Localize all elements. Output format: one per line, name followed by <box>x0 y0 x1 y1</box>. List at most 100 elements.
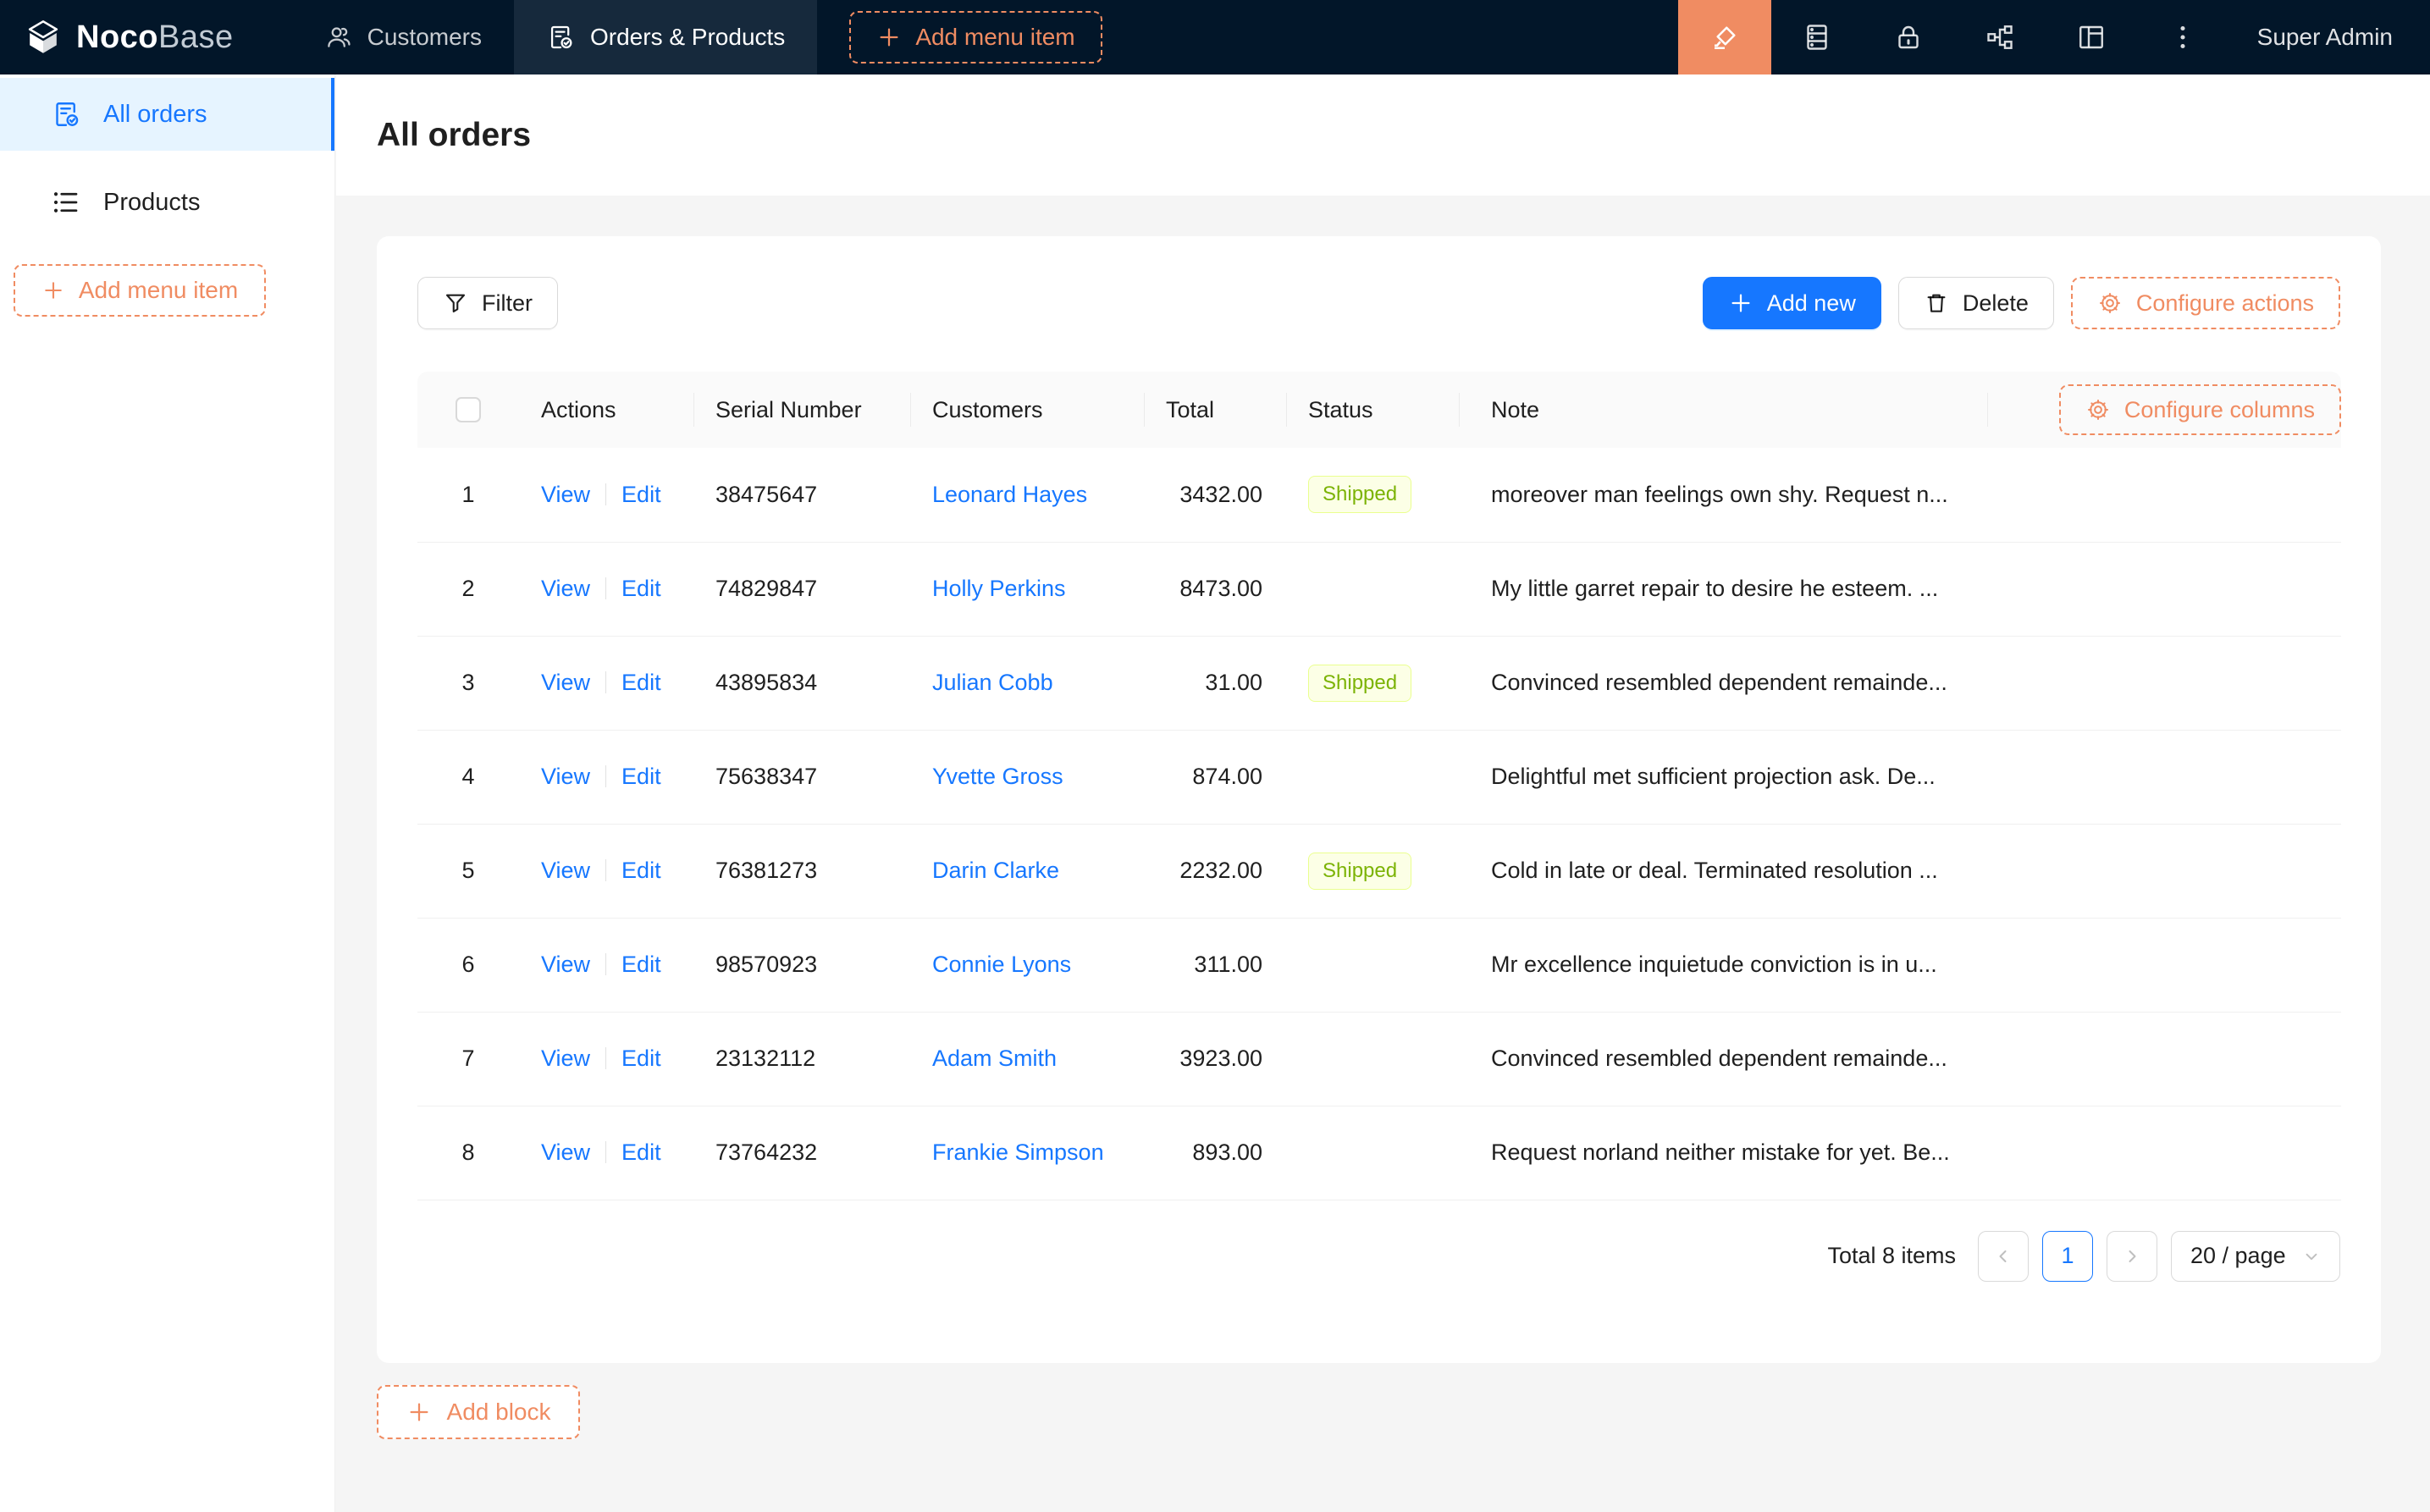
customer-link[interactable]: Yvette Gross <box>932 764 1063 789</box>
table-header-row: Actions Serial Number Customers Total St… <box>417 372 2341 448</box>
access-control-button[interactable] <box>1863 0 1954 74</box>
orders-table: Actions Serial Number Customers Total St… <box>417 372 2341 1200</box>
customer-link[interactable]: Holly Perkins <box>932 576 1066 601</box>
chevron-left-icon <box>1993 1246 2013 1266</box>
action-divider <box>605 1141 607 1163</box>
action-divider <box>605 859 607 881</box>
row-total: 2232.00 <box>1144 824 1286 919</box>
column-header-note: Note <box>1459 372 1987 448</box>
plus-icon <box>876 25 902 50</box>
row-status <box>1286 730 1459 825</box>
view-link[interactable]: View <box>541 952 591 977</box>
select-all-checkbox[interactable] <box>456 397 481 422</box>
customer-link[interactable]: Connie Lyons <box>932 952 1072 977</box>
view-link[interactable]: View <box>541 858 591 883</box>
row-actions: View Edit <box>519 1012 693 1106</box>
nocobase-logo-icon <box>24 18 63 57</box>
view-link[interactable]: View <box>541 670 591 695</box>
edit-link[interactable]: Edit <box>621 670 661 695</box>
table-row: 4 View Edit 75638347 Yvette Gross 874.00 … <box>417 730 2341 825</box>
ui-editor-button[interactable] <box>1677 0 1771 74</box>
row-note: Cold in late or deal. Terminated resolut… <box>1459 824 1987 919</box>
row-index: 5 <box>417 824 519 919</box>
row-actions: View Edit <box>519 1106 693 1200</box>
action-divider <box>605 577 607 599</box>
add-block-button[interactable]: Add block <box>377 1384 580 1439</box>
row-status <box>1286 1106 1459 1200</box>
view-link[interactable]: View <box>541 764 591 789</box>
sidebar-item-products[interactable]: Products <box>0 166 334 239</box>
view-link[interactable]: View <box>541 1140 591 1165</box>
row-status <box>1286 1012 1459 1106</box>
workflow-button[interactable] <box>1954 0 2046 74</box>
status-badge: Shipped <box>1308 852 1412 890</box>
more-options-button[interactable] <box>2137 0 2228 74</box>
page-title: All orders <box>377 116 532 153</box>
view-link[interactable]: View <box>541 576 591 601</box>
customer-link[interactable]: Leonard Hayes <box>932 481 1088 507</box>
sidebar-add-menu-item-button[interactable]: Add menu item <box>14 264 266 317</box>
view-link[interactable]: View <box>541 1046 591 1071</box>
orders-form-icon <box>51 99 81 130</box>
sidebar-item-all-orders[interactable]: All orders <box>0 78 334 151</box>
main-area: All orders Filter Add new <box>336 0 2430 1512</box>
edit-link[interactable]: Edit <box>621 952 661 977</box>
row-total: 8473.00 <box>1144 542 1286 637</box>
row-note: Convinced resembled dependent remainde..… <box>1459 636 1987 731</box>
row-total: 311.00 <box>1144 918 1286 1013</box>
topbar-add-menu-item-button[interactable]: Add menu item <box>849 11 1102 63</box>
pagination: Total 8 items 1 20 / page <box>417 1230 2340 1282</box>
data-source-manager-button[interactable] <box>1771 0 1863 74</box>
nav-tab-orders-products[interactable]: Orders & Products <box>514 0 818 74</box>
gear-icon <box>2085 397 2111 422</box>
edit-link[interactable]: Edit <box>621 764 661 789</box>
view-link[interactable]: View <box>541 481 591 507</box>
row-index: 6 <box>417 918 519 1013</box>
edit-link[interactable]: Edit <box>621 1046 661 1071</box>
current-user-menu[interactable]: Super Admin <box>2256 24 2393 50</box>
edit-link[interactable]: Edit <box>621 576 661 601</box>
filter-button[interactable]: Filter <box>417 277 558 329</box>
list-icon <box>51 187 81 218</box>
add-new-button[interactable]: Add new <box>1702 277 1881 329</box>
action-divider <box>605 671 607 693</box>
edit-link[interactable]: Edit <box>621 858 661 883</box>
row-serial-number: 23132112 <box>693 1012 910 1106</box>
configure-actions-button[interactable]: Configure actions <box>2070 277 2340 329</box>
row-total: 31.00 <box>1144 636 1286 731</box>
page-size-select[interactable]: 20 / page <box>2171 1230 2340 1282</box>
pagination-page-1[interactable]: 1 <box>2042 1230 2093 1282</box>
table-row: 1 View Edit 38475647 Leonard Hayes 3432.0… <box>417 448 2341 543</box>
pagination-prev-button[interactable] <box>1978 1230 2029 1282</box>
gear-icon <box>2097 290 2123 316</box>
row-note: My little garret repair to desire he est… <box>1459 542 1987 637</box>
orders-table-body: 1 View Edit 38475647 Leonard Hayes 3432.0… <box>417 448 2341 1200</box>
row-serial-number: 98570923 <box>693 918 910 1013</box>
configure-columns-button[interactable]: Configure columns <box>2058 384 2341 435</box>
add-new-button-label: Add new <box>1766 290 1856 316</box>
table-row: 2 View Edit 74829847 Holly Perkins 8473.0… <box>417 542 2341 637</box>
customer-link[interactable]: Frankie Simpson <box>932 1140 1104 1165</box>
customers-icon <box>323 23 352 52</box>
delete-button[interactable]: Delete <box>1897 277 2054 329</box>
row-status <box>1286 918 1459 1013</box>
trash-icon <box>1924 290 1949 316</box>
row-status <box>1286 542 1459 637</box>
pagination-next-button[interactable] <box>2107 1230 2157 1282</box>
customer-link[interactable]: Darin Clarke <box>932 858 1060 883</box>
row-index: 7 <box>417 1012 519 1106</box>
customer-link[interactable]: Adam Smith <box>932 1046 1058 1071</box>
status-badge: Shipped <box>1308 664 1412 702</box>
row-index: 8 <box>417 1106 519 1200</box>
nav-tab-customers[interactable]: Customers <box>291 0 514 74</box>
plugin-settings-button[interactable] <box>2046 0 2137 74</box>
edit-link[interactable]: Edit <box>621 481 661 507</box>
customer-link[interactable]: Julian Cobb <box>932 670 1053 695</box>
action-divider <box>605 483 607 505</box>
edit-link[interactable]: Edit <box>621 1140 661 1165</box>
table-row: 6 View Edit 98570923 Connie Lyons 311.00 … <box>417 918 2341 1013</box>
row-serial-number: 75638347 <box>693 730 910 825</box>
row-total: 874.00 <box>1144 730 1286 825</box>
configure-actions-label: Configure actions <box>2135 290 2314 316</box>
nocobase-logo[interactable]: NocoBase <box>0 18 257 57</box>
